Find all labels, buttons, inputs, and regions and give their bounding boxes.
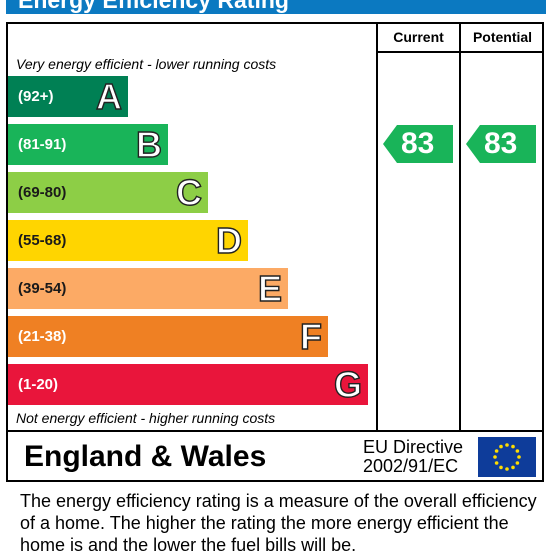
current-column-divider [376,22,378,432]
band-letter: E [257,267,282,309]
band-range-label: (55-68) [18,232,67,249]
current-rating-indicator: 83 [383,125,453,163]
potential-rating-value: 83 [484,127,518,160]
directive-line-2: 2002/91/EC [363,456,459,476]
eu-star [511,465,515,470]
band-range-label: (92+) [18,88,54,105]
current-rating-value: 83 [401,127,435,160]
eu-star [511,444,515,449]
band-range-label: (21-38) [18,328,67,345]
band-range-label: (69-80) [18,184,67,201]
current-column-header: Current [393,29,444,45]
band-letter: G [333,363,362,405]
band-b: (81-91) B [8,123,168,166]
eu-star [493,455,497,459]
eu-star [499,444,503,449]
eu-directive: EU Directive 2002/91/EC [363,438,463,476]
band-d: (55-68) D [8,219,248,262]
footer-box: England & Wales EU Directive 2002/91/EC [6,430,544,482]
rating-description: The energy efficiency rating is a measur… [20,491,537,555]
eu-star [517,455,521,459]
eu-star [494,449,499,453]
potential-column-divider [459,22,461,432]
eu-star [515,461,520,465]
header-divider [377,51,544,53]
band-g: (1-20) G [8,363,368,406]
eu-star [515,449,520,453]
band-e: (39-54) E [8,267,288,310]
band-range-label: (81-91) [18,136,67,153]
chart-title: Energy Efficiency Rating [6,0,546,14]
band-letter: B [135,123,162,165]
eu-star [505,443,509,447]
eu-star [505,467,509,471]
eu-star [499,465,503,470]
band-letter: D [215,219,242,261]
band-range-label: (1-20) [18,376,59,393]
band-letter: C [175,171,202,213]
eu-flag-icon [478,437,536,477]
efficient-note: Very energy efficient - lower running co… [16,56,277,72]
potential-column-header: Potential [472,29,533,45]
potential-arrow-shape [466,125,536,163]
band-letter: F [299,315,322,357]
band-c: (69-80) C [8,171,208,214]
directive-line-1: EU Directive [363,437,464,457]
band-a: (92+) A [8,75,128,118]
eu-star [494,461,499,465]
region-label: England & Wales [24,440,267,473]
band-range-label: (39-54) [18,280,67,297]
band-letter: A [95,75,122,117]
current-arrow-shape [383,125,453,163]
potential-rating-indicator: 83 [466,125,536,163]
inefficient-note: Not energy efficient - higher running co… [16,410,276,426]
band-f: (21-38) F [8,315,328,358]
